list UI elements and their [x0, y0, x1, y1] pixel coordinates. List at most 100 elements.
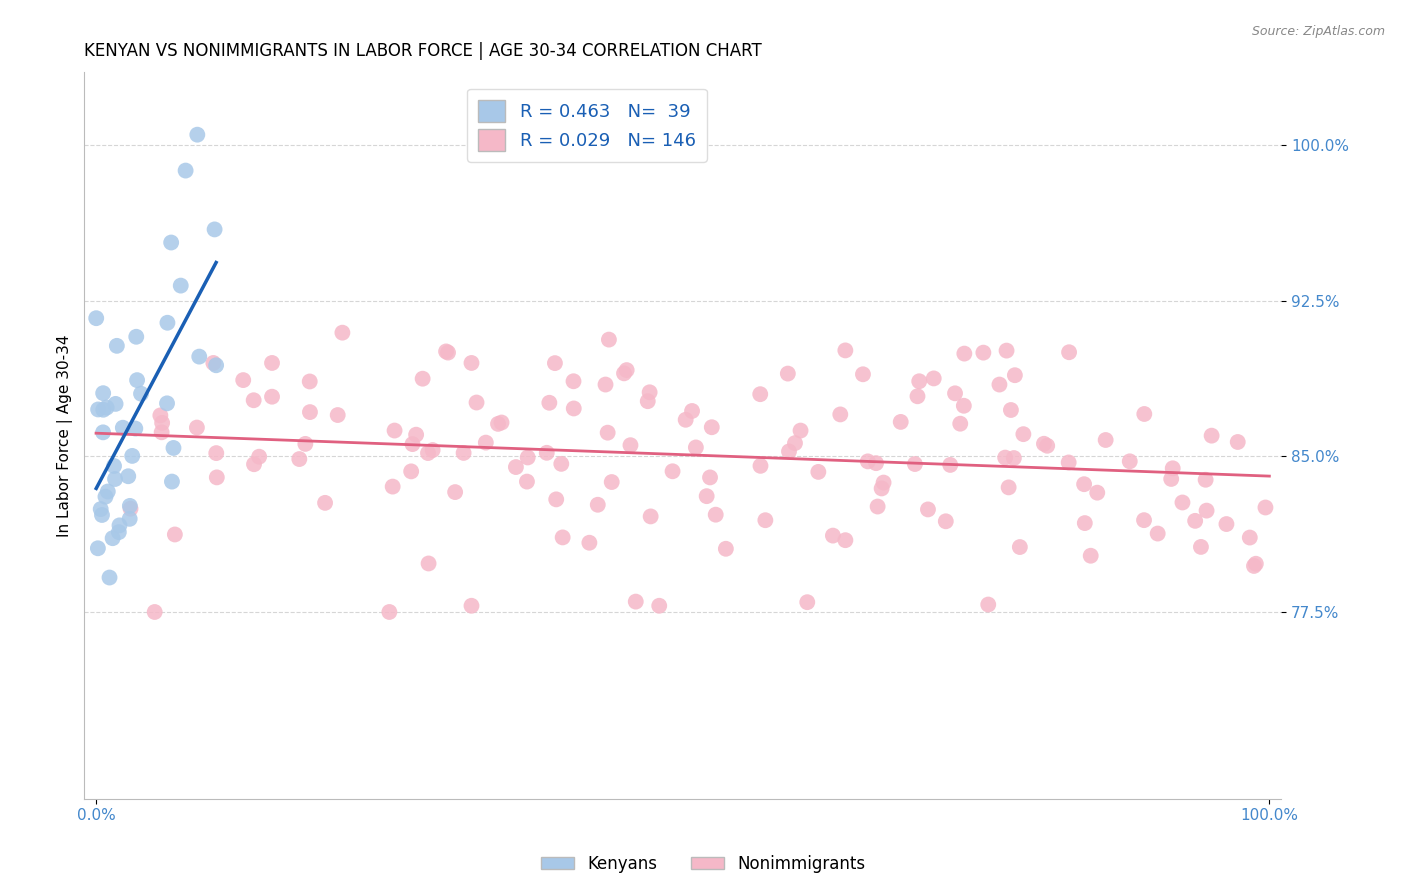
Point [953, 346, 976, 360]
Point [98, 570, 121, 584]
Point [384, 424, 406, 438]
Point [1085, 485, 1108, 500]
Point [475, 435, 498, 450]
Point [699, 470, 721, 484]
Point [150, 425, 173, 440]
Point [242, 393, 264, 408]
Point [1161, 461, 1184, 475]
Point [904, 457, 927, 471]
Point [778, 444, 800, 458]
Point [1012, 427, 1035, 442]
Point [856, 454, 879, 468]
Point [516, 450, 538, 465]
Point [596, 425, 619, 440]
Point [749, 458, 772, 473]
Point [156, 316, 179, 330]
Point [1226, 435, 1249, 450]
Point [91, 425, 114, 440]
Point [486, 417, 509, 431]
Point [104, 472, 127, 486]
Point [598, 333, 620, 347]
Point [94, 490, 117, 504]
Point [1094, 433, 1116, 447]
Point [204, 222, 226, 236]
Point [422, 443, 444, 458]
Point [1080, 549, 1102, 563]
Legend: R = 0.463   N=  39, R = 0.029   N= 146: R = 0.463 N= 39, R = 0.029 N= 146 [467, 88, 707, 161]
Point [1254, 500, 1277, 515]
Point [890, 415, 912, 429]
Point [381, 480, 404, 494]
Point [125, 330, 148, 344]
Point [1146, 526, 1168, 541]
Point [205, 358, 228, 372]
Point [1239, 531, 1261, 545]
Point [129, 386, 152, 401]
Point [260, 390, 283, 404]
Point [988, 377, 1011, 392]
Point [460, 599, 482, 613]
Point [416, 446, 439, 460]
Point [516, 475, 538, 489]
Point [546, 492, 568, 507]
Point [949, 417, 972, 431]
Point [562, 401, 585, 416]
Point [870, 482, 893, 496]
Point [465, 395, 488, 409]
Point [714, 541, 737, 556]
Point [943, 386, 966, 401]
Point [616, 363, 638, 377]
Point [186, 128, 208, 142]
Point [681, 404, 703, 418]
Point [160, 235, 183, 250]
Point [117, 469, 139, 483]
Point [1243, 558, 1265, 573]
Point [661, 464, 683, 478]
Point [118, 512, 141, 526]
Point [437, 345, 460, 359]
Point [243, 457, 266, 471]
Point [91, 402, 114, 417]
Point [378, 605, 401, 619]
Point [600, 475, 623, 489]
Text: Source: ZipAtlas.com: Source: ZipAtlas.com [1251, 25, 1385, 38]
Point [551, 530, 574, 544]
Point [789, 424, 811, 438]
Point [972, 345, 994, 359]
Point [97, 484, 120, 499]
Point [453, 446, 475, 460]
Point [578, 535, 600, 549]
Point [460, 356, 482, 370]
Point [202, 356, 225, 370]
Point [160, 475, 183, 489]
Point [1057, 455, 1080, 469]
Point [977, 598, 1000, 612]
Point [434, 344, 457, 359]
Point [538, 396, 561, 410]
Point [1004, 368, 1026, 383]
Point [143, 605, 166, 619]
Point [939, 458, 962, 472]
Point [127, 373, 149, 387]
Point [294, 437, 316, 451]
Point [298, 375, 321, 389]
Point [118, 499, 141, 513]
Point [1201, 428, 1223, 442]
Point [1000, 403, 1022, 417]
Point [1008, 540, 1031, 554]
Point [783, 436, 806, 450]
Point [953, 399, 976, 413]
Point [104, 397, 127, 411]
Point [648, 599, 671, 613]
Point [150, 416, 173, 430]
Point [205, 470, 228, 484]
Point [685, 441, 707, 455]
Point [562, 374, 585, 388]
Point [935, 514, 957, 528]
Point [852, 368, 875, 382]
Point [87, 541, 110, 556]
Point [624, 594, 647, 608]
Point [87, 402, 110, 417]
Point [491, 416, 513, 430]
Point [865, 456, 887, 470]
